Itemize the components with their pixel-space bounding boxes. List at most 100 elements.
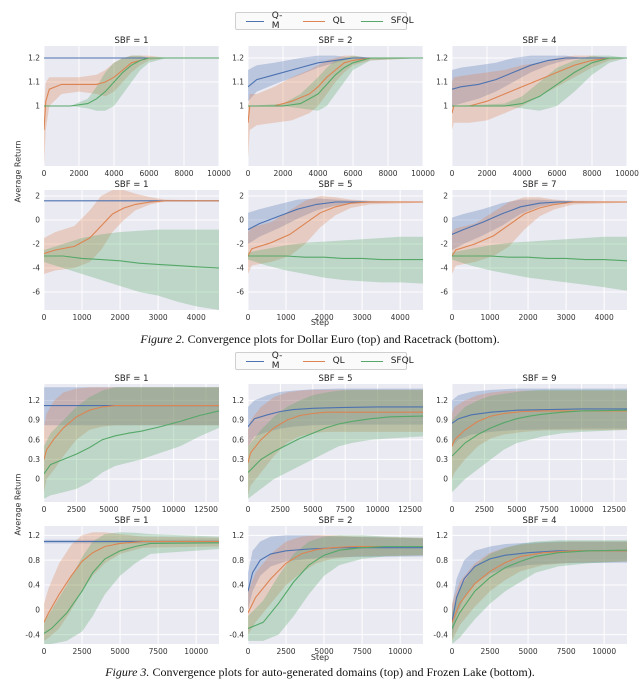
chart-6-ytick-3: 0: [443, 216, 448, 225]
chart-10-line-sfql: [44, 542, 219, 634]
chart-2-band-ql: [248, 55, 423, 159]
chart-4-xtick-4: 4000: [187, 313, 206, 322]
chart-4-line-ql: [44, 200, 219, 255]
chart-3-line-qm: [452, 57, 627, 90]
chart-5-xtick-3: 3000: [353, 313, 372, 322]
chart-6: SBF = 7 0 1000 2000 3000 4000 -6 -4 -2 0 2: [441, 180, 627, 322]
chart-4-xtick-2: 2000: [111, 313, 130, 322]
chart-6-band-qm: [452, 199, 627, 250]
chart-5-band-ql: [248, 196, 423, 274]
legend-item-qm: Q-M: [246, 11, 287, 31]
chart-5-xtick-1: 1000: [276, 313, 295, 322]
chart-8-band-qm: [248, 388, 423, 447]
chart-9-ytick-1: 0.3: [436, 455, 448, 464]
chart-10: SBF = 10 2500 5000 7500 10000-0.400.40.81.2: [25, 516, 219, 656]
legend-swatch-sfql-2: [360, 360, 383, 362]
chart-1-line-sfql: [44, 57, 219, 107]
chart-7-ytick-0: 0: [35, 475, 40, 484]
chart-8-ytick-1: 0.3: [232, 455, 244, 464]
chart-7-title: SBF = 1: [114, 374, 148, 384]
chart-3: SBF = 4 0 2000 4000 6000 8000 10000 1 1.1 1.2: [436, 36, 639, 178]
chart-3-ytick-0: 1: [443, 102, 448, 111]
chart-9-line-ql: [452, 410, 627, 447]
chart-6-line-ql: [452, 201, 627, 257]
legend-label-qm: Q-M: [271, 11, 283, 31]
chart-2-line-qm: [248, 57, 423, 88]
chart-5-xtick-4: 4000: [391, 313, 410, 322]
chart-10-xtick-4: 10000: [184, 647, 208, 656]
chart-3-xtick-0: 0: [450, 169, 455, 178]
chart-7-ytick-4: 1.2: [28, 396, 40, 405]
chart-1-ytick-0: 1: [35, 102, 40, 111]
chart-12-xtick-0: 0: [450, 647, 455, 656]
figure3-ylabel: Average Return: [13, 473, 23, 536]
chart-9-xtick-3: 7500: [540, 505, 559, 514]
chart-8-xtick-5: 12500: [398, 505, 422, 514]
figure2-xlabel: Step: [310, 318, 330, 327]
chart-11-line-sfql: [248, 545, 423, 630]
chart-4-band-ql: [44, 190, 219, 274]
chart-7-xtick-1: 2500: [67, 505, 86, 514]
chart-7-ytick-2: 0.6: [28, 435, 40, 444]
chart-5-line-qm: [248, 201, 423, 231]
chart-10-title: SBF = 1: [114, 516, 148, 526]
chart-1-xtick-4: 8000: [174, 169, 193, 178]
chart-2-xtick-0: 0: [246, 169, 251, 178]
chart-1-ytick-1: 1.1: [28, 78, 40, 87]
chart-12-xtick-2: 5000: [519, 647, 538, 656]
chart-8-ytick-3: 0.9: [232, 416, 244, 425]
chart-12-xtick-1: 2500: [480, 647, 499, 656]
legend-label-ql-2: QL: [332, 356, 345, 366]
chart-2: SBF = 2 0 2000 4000 6000 8000 10000 1 1.1 1.2: [232, 36, 435, 178]
chart-7-ytick-1: 0.3: [28, 455, 40, 464]
chart-9-xtick-0: 0: [450, 505, 455, 514]
legend-label-sfql: SFQL: [390, 16, 414, 26]
chart-4-xtick-3: 3000: [149, 313, 168, 322]
chart-12-line-sfql: [452, 549, 627, 629]
chart-2-xtick-1: 2000: [273, 169, 292, 178]
legend-label-ql: QL: [332, 16, 345, 26]
chart-10-band-ql: [44, 532, 219, 641]
chart-5-ytick-0: -6: [237, 288, 245, 297]
figure2-caption: Figure 2. Convergence plots for Dollar E…: [0, 332, 640, 347]
chart-7-ytick-3: 0.9: [28, 416, 40, 425]
figure2-caption-text: Convergence plots for Dollar Euro (top) …: [184, 332, 500, 346]
chart-12-xtick-4: 10000: [592, 647, 616, 656]
chart-5-xtick-2: 2000: [315, 313, 334, 322]
chart-12-line-ql: [452, 550, 627, 623]
chart-8-band-ql: [248, 389, 423, 496]
chart-10-ytick-3: 0.8: [28, 556, 40, 565]
chart-3-xtick-2: 4000: [512, 169, 531, 178]
chart-3-xtick-3: 6000: [547, 169, 566, 178]
chart-8-ytick-4: 1.2: [232, 396, 244, 405]
chart-6-line-qm: [452, 201, 627, 235]
chart-7: SBF = 1 0 2500 5000 7500 10000 12500 0 0.3 0.6 0.9…: [28, 374, 219, 514]
chart-11-line-ql: [248, 545, 423, 614]
chart-1-band-sfql: [44, 55, 219, 111]
chart-5-ytick-3: 0: [239, 216, 244, 225]
chart-2-data: [248, 55, 423, 159]
chart-11-ytick-2: 0.4: [232, 581, 244, 590]
chart-6-data: [452, 197, 627, 291]
chart-5-line-ql: [248, 201, 423, 257]
chart-6-xtick-2: 2000: [519, 313, 538, 322]
chart-1: SBF = 1 0 2000 4000 6000 8000 10000 1 1.1 1.2: [28, 36, 231, 178]
chart-5-xtick-0: 0: [246, 313, 251, 322]
chart-4-xtick-1: 1000: [72, 313, 91, 322]
chart-6-background: [452, 190, 627, 310]
figure3-caption-label: Figure 3.: [105, 665, 150, 679]
chart-3-xtick-1: 2000: [477, 169, 496, 178]
chart-7-background: [44, 384, 219, 502]
legend-item-ql-2: QL: [302, 356, 345, 366]
chart-11: SBF = 20 2500 5000 7500 10000-0.400.40.81.2: [229, 516, 423, 656]
chart-2-ytick-0: 1: [239, 102, 244, 111]
chart-2-line-sfql: [248, 57, 423, 107]
chart-12-data: [452, 540, 627, 644]
chart-7-xtick-3: 7500: [132, 505, 151, 514]
chart-1-xtick-0: 0: [42, 169, 47, 178]
chart-9-xtick-5: 12500: [602, 505, 626, 514]
chart-3-xtick-4: 8000: [582, 169, 601, 178]
chart-7-xtick-2: 5000: [99, 505, 118, 514]
chart-6-ytick-0: -6: [441, 288, 449, 297]
